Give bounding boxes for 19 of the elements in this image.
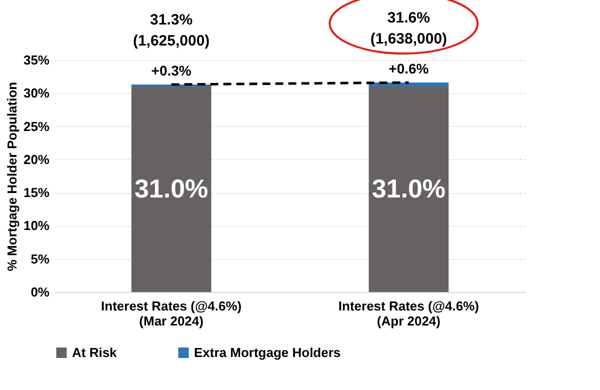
legend-label: Extra Mortgage Holders [194, 344, 341, 360]
data-label: +0.6% [388, 60, 430, 77]
y-tick-label: 10% [23, 218, 50, 234]
y-tick-label: 15% [23, 185, 50, 200]
x-tick-label: Interest Rates (@4.6%) (Apr 2024) [338, 298, 479, 328]
y-tick-label: 25% [23, 118, 50, 134]
y-axis-title: % Mortgage Holder Population [4, 82, 20, 272]
x-tick-label: Interest Rates (@4.6%) (Mar 2024) [101, 298, 242, 328]
y-tick-label: 5% [30, 251, 50, 266]
total-label: 31.6% (1,638,000) [370, 10, 448, 48]
data-label: 31.0% [372, 173, 446, 204]
y-tick-label: 20% [23, 152, 50, 167]
legend-label: At Risk [72, 344, 118, 360]
y-tick-label: 0% [30, 284, 50, 300]
total-label: 31.3% (1,625,000) [132, 12, 210, 50]
y-tick-label: 35% [23, 52, 50, 68]
data-label: 31.0% [134, 173, 208, 204]
y-tick-label: 30% [23, 86, 50, 101]
data-label: +0.3% [151, 62, 192, 79]
